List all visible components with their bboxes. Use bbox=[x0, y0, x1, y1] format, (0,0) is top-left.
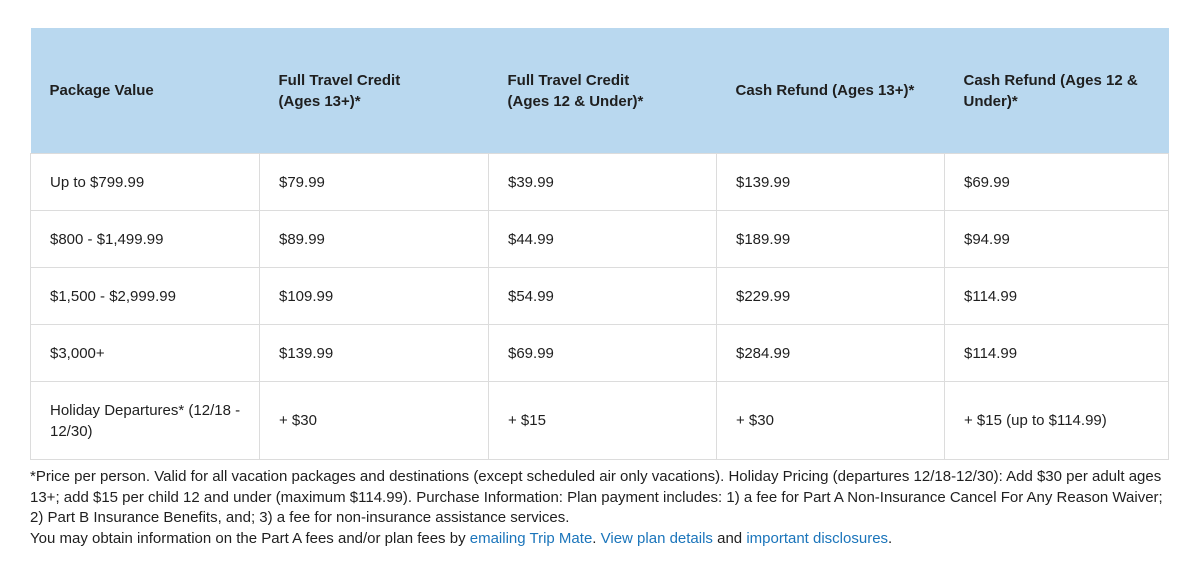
table-cell: + $15 bbox=[488, 381, 717, 460]
footnote-contact-prefix: You may obtain information on the Part A… bbox=[30, 530, 470, 548]
table-cell: + $30 bbox=[259, 381, 489, 460]
table-row: $800 - $1,499.99 $89.99 $44.99 $189.99 $… bbox=[30, 210, 1169, 268]
header-row: Package Value Full Travel Credit (Ages 1… bbox=[30, 28, 1169, 154]
table-cell: $54.99 bbox=[488, 267, 717, 325]
table-cell: $39.99 bbox=[488, 153, 717, 211]
table-cell: $229.99 bbox=[716, 267, 945, 325]
view-plan-details-link[interactable]: View plan details bbox=[600, 530, 713, 548]
table-cell: $44.99 bbox=[488, 210, 717, 268]
table-cell: $3,000+ bbox=[30, 324, 260, 382]
table-cell: $89.99 bbox=[259, 210, 489, 268]
table-cell: Up to $799.99 bbox=[30, 153, 260, 211]
table-cell: $114.99 bbox=[944, 324, 1169, 382]
header-cell-cash-refund-13plus: Cash Refund (Ages 13+)* bbox=[716, 28, 945, 154]
table-row: Up to $799.99 $79.99 $39.99 $139.99 $69.… bbox=[30, 153, 1169, 211]
table-row: $1,500 - $2,999.99 $109.99 $54.99 $229.9… bbox=[30, 267, 1169, 325]
table-cell: $139.99 bbox=[259, 324, 489, 382]
table-cell: $94.99 bbox=[944, 210, 1169, 268]
table-cell: Holiday Departures* (12/18 - 12/30) bbox=[30, 381, 260, 460]
table-cell: $79.99 bbox=[259, 153, 489, 211]
table-cell: $69.99 bbox=[488, 324, 717, 382]
table-cell: $284.99 bbox=[716, 324, 945, 382]
table-cell: $69.99 bbox=[944, 153, 1169, 211]
header-cell-full-travel-credit-12under: Full Travel Credit (Ages 12 & Under)* bbox=[488, 28, 717, 154]
table-row: $3,000+ $139.99 $69.99 $284.99 $114.99 bbox=[30, 324, 1169, 382]
table-cell: + $30 bbox=[716, 381, 945, 460]
important-disclosures-link[interactable]: important disclosures bbox=[746, 530, 889, 548]
footnote-suffix: . bbox=[888, 530, 893, 548]
table-cell: $189.99 bbox=[716, 210, 945, 268]
table-row: Holiday Departures* (12/18 - 12/30) + $3… bbox=[30, 381, 1169, 460]
table-cell: $1,500 - $2,999.99 bbox=[30, 267, 260, 325]
table-cell: $109.99 bbox=[259, 267, 489, 325]
footnote-separator: . bbox=[592, 530, 601, 548]
header-cell-full-travel-credit-13plus: Full Travel Credit (Ages 13+)* bbox=[259, 28, 489, 154]
table-cell: $800 - $1,499.99 bbox=[30, 210, 260, 268]
footnote-pricing: *Price per person. Valid for all vacatio… bbox=[30, 468, 1163, 527]
footnote-separator-and: and bbox=[712, 530, 747, 548]
table-cell: $114.99 bbox=[944, 267, 1169, 325]
table-cell: + $15 (up to $114.99) bbox=[944, 381, 1169, 460]
header-cell-package-value: Package Value bbox=[30, 28, 260, 154]
table-cell: $139.99 bbox=[716, 153, 945, 211]
header-cell-cash-refund-12under: Cash Refund (Ages 12 & Under)* bbox=[944, 28, 1169, 154]
pricing-table: Package Value Full Travel Credit (Ages 1… bbox=[30, 28, 1169, 460]
email-trip-mate-link[interactable]: emailing Trip Mate bbox=[469, 530, 593, 548]
page: Package Value Full Travel Credit (Ages 1… bbox=[30, 28, 1172, 550]
footnote-contact: You may obtain information on the Part A… bbox=[30, 529, 1172, 550]
